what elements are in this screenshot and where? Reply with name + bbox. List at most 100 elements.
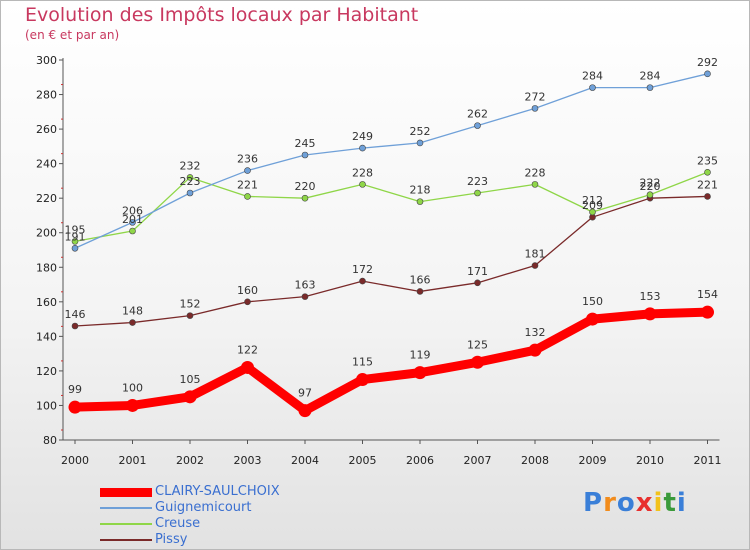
- y-tick-label: 120: [36, 365, 57, 378]
- data-label: 105: [180, 373, 201, 386]
- series-line-guignemicourt: [74, 73, 709, 249]
- y-tick-label: 100: [36, 399, 57, 412]
- data-point-clairy-saulchoix: [68, 400, 82, 414]
- data-point-guignemicourt: [531, 105, 539, 112]
- chart-subtitle: (en € et par an): [25, 28, 120, 42]
- data-point-clairy-saulchoix: [643, 307, 657, 321]
- data-point-guignemicourt: [359, 144, 366, 152]
- data-point-guignemicourt: [646, 84, 654, 91]
- data-point-creuse: [244, 193, 251, 200]
- data-point-pissy: [359, 277, 366, 285]
- logo-letter: x: [635, 488, 654, 518]
- data-label: 132: [525, 326, 546, 339]
- data-label: 232: [180, 159, 201, 172]
- data-label: 191: [65, 230, 86, 243]
- data-point-guignemicourt: [416, 139, 424, 147]
- x-tick-label: 2007: [464, 454, 492, 467]
- data-label: 195: [65, 223, 86, 236]
- legend-swatch-creuse: [100, 523, 152, 525]
- data-point-creuse: [301, 194, 309, 202]
- y-tick-label: 220: [36, 192, 57, 205]
- data-point-clairy-saulchoix: [183, 390, 197, 404]
- data-point-guignemicourt: [71, 244, 79, 252]
- legend-label-guignemicourt: Guignemicourt: [155, 500, 252, 515]
- data-label: 122: [237, 343, 258, 356]
- data-label: 154: [697, 288, 718, 301]
- data-label: 249: [352, 130, 373, 143]
- legend-swatch-guignemicourt: [100, 507, 152, 509]
- data-label: 160: [237, 284, 258, 297]
- data-label: 236: [237, 153, 258, 166]
- data-label: 209: [582, 199, 603, 212]
- y-tick-label: 260: [36, 123, 57, 136]
- data-label: 212: [582, 194, 603, 207]
- series-layer: [68, 70, 714, 418]
- data-point-clairy-saulchoix: [298, 404, 312, 418]
- data-label: 115: [352, 356, 373, 369]
- y-tick-label: 80: [43, 434, 57, 447]
- data-label: 125: [467, 338, 488, 351]
- data-label: 221: [237, 178, 258, 191]
- y-tick-label: 200: [36, 227, 57, 240]
- data-label: 100: [122, 381, 143, 394]
- y-tick-label: 300: [36, 54, 57, 67]
- data-point-pissy: [71, 322, 79, 330]
- data-label: 206: [122, 204, 143, 217]
- legend-label-clairy-saulchoix: CLAIRY-SAULCHOIX: [155, 484, 280, 499]
- legend-label-creuse: Creuse: [155, 516, 201, 531]
- data-point-clairy-saulchoix: [528, 343, 542, 357]
- data-label: 223: [180, 175, 201, 188]
- data-point-clairy-saulchoix: [356, 373, 369, 387]
- data-label: 181: [525, 248, 546, 261]
- logo-letter: t: [663, 488, 677, 518]
- data-label: 221: [697, 178, 718, 191]
- x-tick-label: 2006: [406, 454, 434, 467]
- data-point-creuse: [531, 181, 539, 188]
- data-point-clairy-saulchoix: [241, 360, 254, 374]
- data-point-guignemicourt: [244, 167, 251, 174]
- data-point-guignemicourt: [589, 84, 596, 91]
- y-tick-label: 160: [36, 296, 57, 309]
- data-point-clairy-saulchoix: [586, 312, 599, 326]
- data-label: 245: [295, 137, 316, 150]
- data-point-creuse: [359, 181, 366, 188]
- x-tick-label: 2001: [119, 454, 147, 467]
- legend-swatch-pissy: [100, 539, 152, 541]
- data-point-pissy: [244, 298, 251, 306]
- data-label: 262: [467, 108, 488, 121]
- data-point-clairy-saulchoix: [413, 366, 427, 380]
- data-label: 220: [640, 180, 661, 193]
- data-label: 228: [352, 166, 373, 179]
- data-label: 292: [697, 56, 718, 69]
- data-label: 148: [122, 305, 143, 318]
- data-point-clairy-saulchoix: [126, 398, 139, 412]
- data-point-creuse: [646, 191, 654, 199]
- data-label: 284: [582, 70, 603, 83]
- data-label: 163: [295, 279, 316, 292]
- y-tick-label: 280: [36, 89, 57, 102]
- y-tick-label: 180: [36, 261, 57, 274]
- x-tick-label: 2010: [636, 454, 664, 467]
- logo-letter: o: [616, 488, 636, 518]
- chart-title: Evolution des Impôts locaux par Habitant: [25, 4, 419, 26]
- data-point-pissy: [474, 279, 481, 287]
- data-point-pissy: [186, 312, 194, 319]
- data-label: 152: [180, 298, 201, 311]
- proxiti-logo: Proxiti: [583, 488, 687, 518]
- x-tick-label: 2011: [694, 454, 722, 467]
- data-label: 235: [697, 154, 718, 167]
- data-point-creuse: [416, 198, 424, 205]
- data-labels: 146 148 152 160 163 172 166 171 181 209 220 221 195 2…: [65, 56, 719, 400]
- y-tick-label: 240: [36, 158, 57, 171]
- logo-letter: i: [676, 488, 687, 518]
- data-label: 223: [467, 175, 488, 188]
- data-label: 228: [525, 166, 546, 179]
- x-tick-label: 2000: [61, 454, 89, 467]
- logo-letter: P: [583, 488, 604, 518]
- data-point-creuse: [589, 208, 596, 216]
- legend-swatch-clairy-saulchoix: [100, 488, 152, 497]
- data-point-clairy-saulchoix: [701, 305, 714, 319]
- data-point-creuse: [129, 227, 136, 235]
